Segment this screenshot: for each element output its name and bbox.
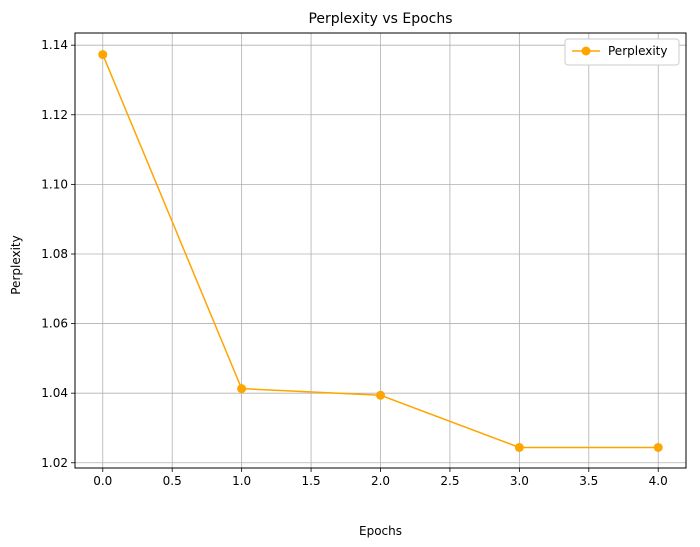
x-tick-label: 0.5	[163, 474, 182, 488]
legend: Perplexity	[564, 38, 680, 66]
legend-entry-perplexity: Perplexity	[608, 44, 668, 58]
y-tick-label: 1.12	[41, 108, 68, 122]
y-axis-label: Perplexity	[9, 235, 23, 295]
data-point	[514, 442, 524, 452]
data-point	[237, 384, 247, 394]
x-tick-label: 2.5	[440, 474, 459, 488]
data-point	[376, 390, 385, 400]
x-tick-label: 2.0	[371, 474, 390, 488]
x-axis-label: Epochs	[359, 524, 402, 538]
y-tick-label: 1.08	[41, 247, 68, 261]
y-tick-label: 1.06	[41, 317, 68, 331]
x-tick-label: 3.5	[579, 474, 598, 488]
chart-title: Perplexity vs Epochs	[308, 11, 452, 27]
gridlines	[75, 33, 686, 468]
x-tick-label: 4.0	[649, 474, 668, 488]
y-tick-label: 1.10	[41, 177, 68, 191]
x-tick-label: 1.0	[232, 474, 251, 488]
y-tick-label: 1.14	[41, 38, 68, 52]
data-point	[653, 442, 663, 452]
legend-marker-swatch	[581, 46, 591, 56]
x-tick-label: 0.0	[93, 474, 112, 488]
x-tick-label: 3.0	[510, 474, 529, 488]
data-point	[98, 50, 108, 60]
x-tick-label: 1.5	[302, 474, 321, 488]
series-layer	[98, 50, 663, 452]
legend-box	[564, 38, 680, 66]
axis-ticks: 0.0 0.5 1.0 1.5 2.0 2.5 3.0 3.5 4.0 1.02 1.04 1.06 1…	[41, 38, 667, 488]
y-tick-label: 1.04	[41, 386, 68, 400]
y-tick-label: 1.02	[41, 456, 68, 470]
